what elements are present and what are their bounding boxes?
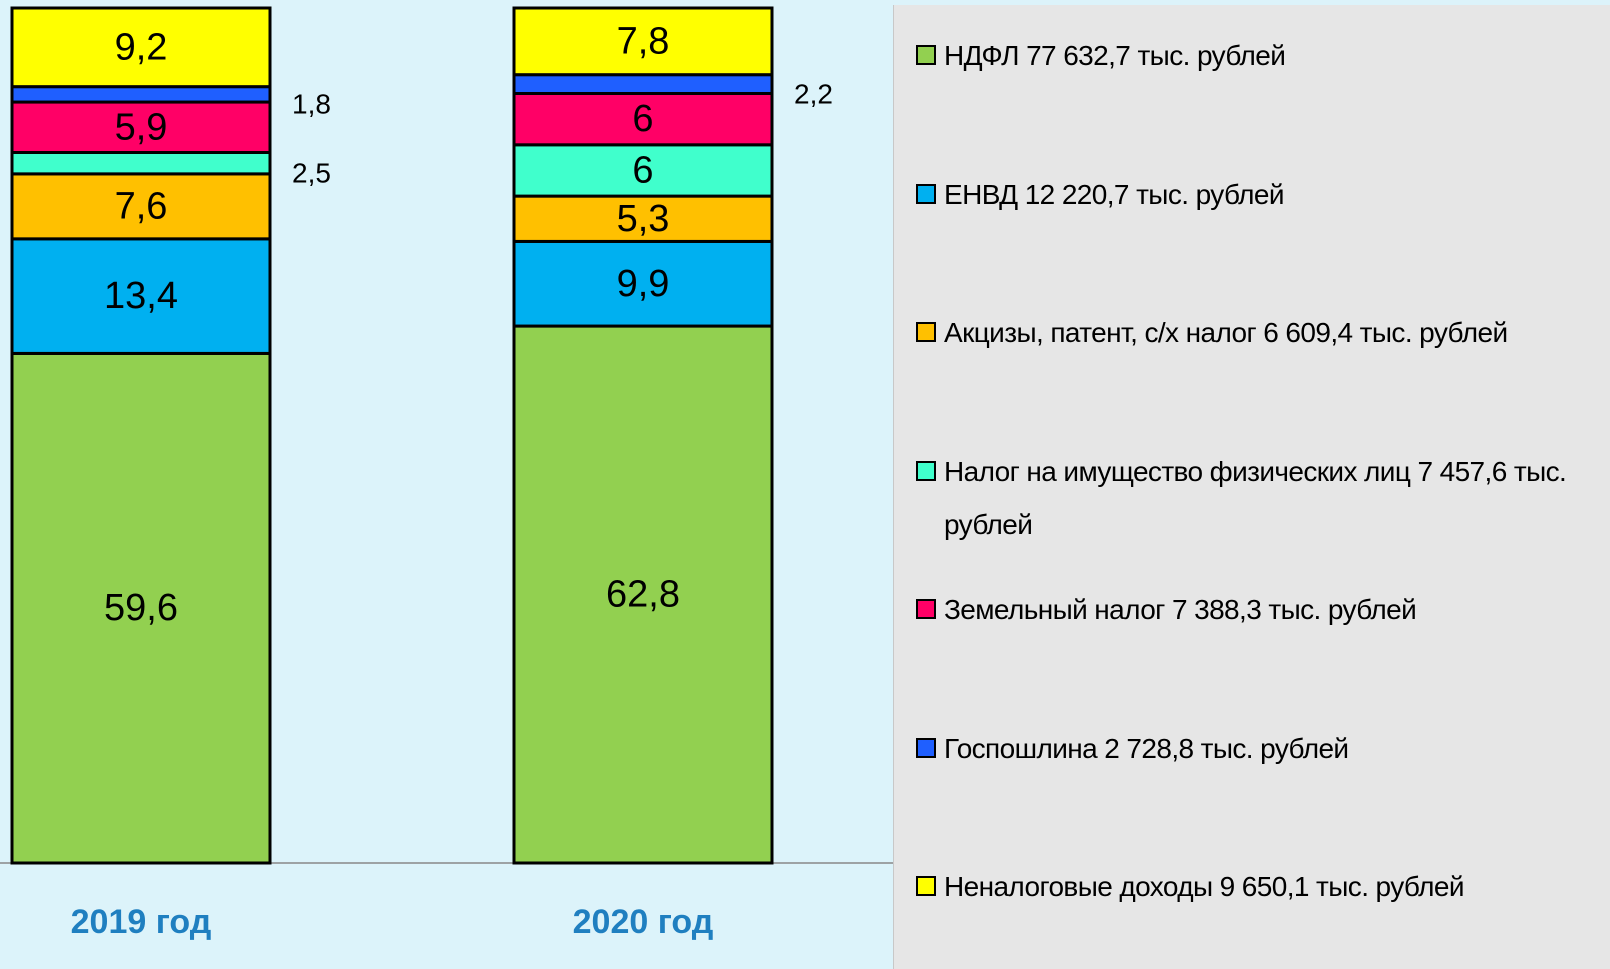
bar-segment: [10, 85, 272, 104]
x-tick-label: 2020 год: [573, 903, 714, 941]
legend-item: Акцизы, патент, с/х налог 6 609,4 тыс. р…: [916, 306, 1584, 359]
value-label: 2,2: [794, 78, 833, 109]
value-label: 9,2: [115, 26, 168, 68]
legend-swatch: [916, 876, 936, 896]
legend-item: Неналоговые доходы 9 650,1 тыс. рублей: [916, 860, 1584, 913]
legend-label: Земельный налог 7 388,3 тыс. рублей: [944, 594, 1417, 625]
bar-segment: [10, 237, 272, 355]
legend-item: Налог на имущество физических лиц 7 457,…: [916, 445, 1584, 551]
value-label: 5,3: [617, 198, 670, 240]
legend-label: Неналоговые доходы 9 650,1 тыс. рублей: [944, 871, 1464, 902]
bar-segment: [512, 73, 774, 96]
legend-label: Акцизы, патент, с/х налог 6 609,4 тыс. р…: [944, 317, 1508, 348]
legend-swatch: [916, 322, 936, 342]
legend-label: Налог на имущество физических лиц 7 457,…: [944, 455, 1567, 540]
bar-segment: [10, 100, 272, 154]
bar-segment: [10, 6, 272, 89]
value-label: 7,6: [115, 185, 168, 227]
legend-item: Госпошлина 2 728,8 тыс. рублей: [916, 722, 1584, 775]
x-tick-label: 2019 год: [71, 903, 212, 941]
value-label: 1,8: [292, 89, 331, 120]
value-label: 7,8: [617, 20, 670, 62]
legend: НДФЛ 77 632,7 тыс. рублей ЕНВД 12 220,7 т…: [893, 5, 1610, 969]
bar-segment: [512, 194, 774, 243]
value-label: 6: [632, 149, 653, 191]
legend-swatch: [916, 737, 936, 758]
bar-segment: [512, 92, 774, 147]
bar-segment: [10, 351, 272, 865]
legend-label: Госпошлина 2 728,8 тыс. рублей: [944, 732, 1349, 764]
value-label: 59,6: [104, 587, 178, 629]
legend-swatch: [916, 460, 936, 481]
bar-segment: [512, 6, 774, 77]
value-label: 13,4: [104, 275, 178, 317]
value-label: 5,9: [115, 106, 168, 148]
bar-segment: [10, 150, 272, 176]
bar-segment: [512, 324, 774, 865]
value-label: 9,9: [617, 263, 670, 305]
bar-segment: [512, 239, 774, 328]
bar-segment: [512, 143, 774, 198]
value-label: 6: [632, 98, 653, 140]
legend-item: ЕНВД 12 220,7 тыс. рублей: [916, 168, 1584, 221]
legend-item: Земельный налог 7 388,3 тыс. рублей: [916, 583, 1584, 636]
value-label: 62,8: [606, 574, 680, 616]
legend-swatch: [916, 599, 936, 619]
legend-swatch: [916, 183, 936, 204]
chart: 59,6 13,4 7,6 2,5 5,9 1,8 9,2 2019 год 62,8 9,9 5,…: [0, 6, 893, 941]
legend-label: НДФЛ 77 632,7 тыс. рублей: [944, 40, 1286, 71]
value-label: 2,5: [292, 158, 331, 189]
legend-label: ЕНВД 12 220,7 тыс. рублей: [944, 178, 1284, 210]
legend-swatch: [916, 45, 936, 65]
legend-item: НДФЛ 77 632,7 тыс. рублей: [916, 29, 1584, 82]
